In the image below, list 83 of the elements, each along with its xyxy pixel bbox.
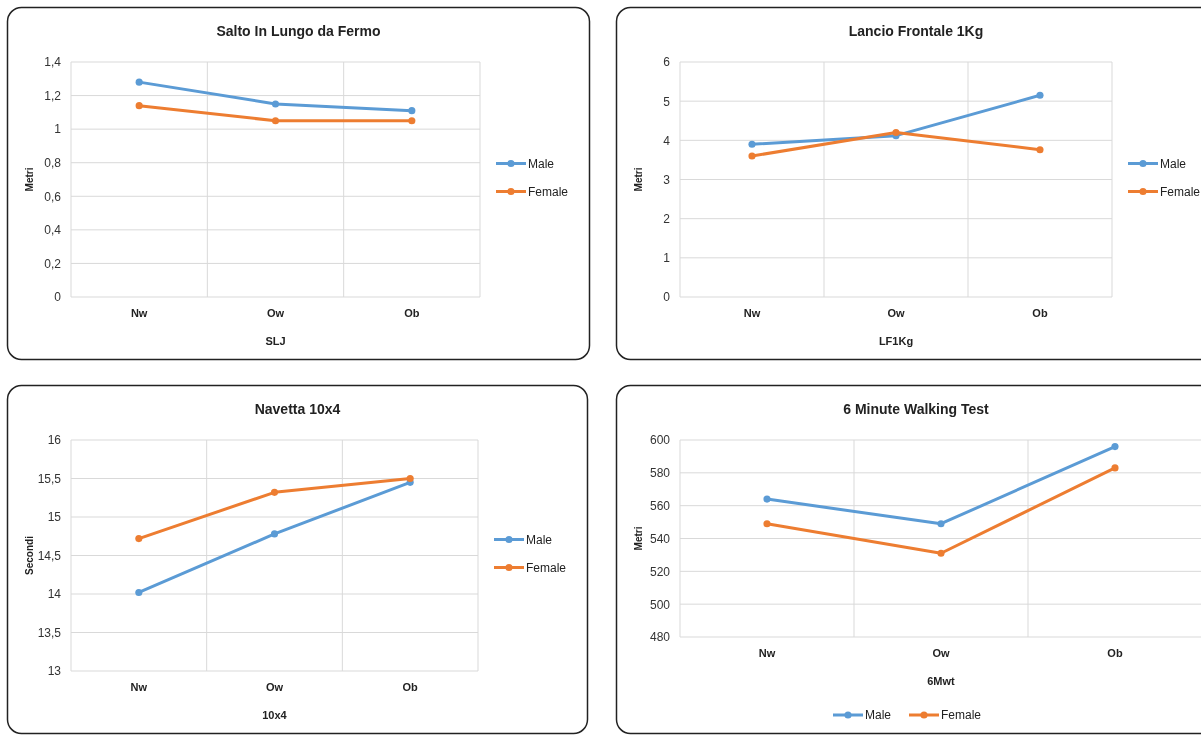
legend-label: Male <box>526 532 553 547</box>
point <box>937 549 945 557</box>
y-tick-label: 15 <box>47 510 62 525</box>
legend-label: Female <box>528 184 569 199</box>
y-tick-label: 580 <box>649 466 671 481</box>
y-tick-label: 0,2 <box>44 256 62 271</box>
x-tick-label: Ob <box>402 680 419 693</box>
point <box>1111 464 1119 472</box>
y-tick-label: 6 <box>663 55 671 70</box>
y-axis-title: Metri <box>24 167 35 192</box>
chart-title: Navetta 10x4 <box>254 401 341 417</box>
y-tick-label: 0 <box>663 290 671 305</box>
point <box>748 152 756 160</box>
point <box>135 78 143 86</box>
y-tick-label: 14 <box>47 587 62 602</box>
point <box>748 140 756 148</box>
point <box>135 535 143 543</box>
point <box>406 474 414 483</box>
y-tick-label: 1 <box>663 251 671 266</box>
y-tick-label: 0 <box>54 290 62 305</box>
point <box>937 520 945 528</box>
legend-label: Female <box>526 560 567 575</box>
legend-label: Female <box>1160 184 1201 199</box>
chart-title: 6 Minute Walking Test <box>843 401 990 417</box>
point <box>408 117 416 125</box>
chart-title: Salto In Lungo da Fermo <box>216 23 381 39</box>
x-tick-label: Ow <box>266 306 285 319</box>
y-tick-label: 14,5 <box>37 548 62 563</box>
x-tick-label: Nw <box>758 646 776 659</box>
y-tick-label: 15,5 <box>37 471 62 486</box>
point <box>270 530 279 538</box>
y-tick-label: 4 <box>663 133 671 148</box>
y-axis-title: Secondi <box>24 535 35 575</box>
point <box>1036 91 1044 99</box>
x-tick-label: Nw <box>743 306 761 319</box>
y-tick-label: 3 <box>663 172 671 187</box>
y-tick-label: 1 <box>54 122 62 137</box>
x-tick-label: Nw <box>130 306 148 319</box>
y-tick-label: 480 <box>649 630 671 645</box>
y-tick-label: 16 <box>47 433 62 448</box>
y-tick-label: 5 <box>663 94 671 109</box>
chart-title: Lancio Frontale 1Kg <box>848 23 984 39</box>
y-tick-label: 600 <box>649 433 671 448</box>
point <box>271 117 280 125</box>
x-axis-title: LF1Kg <box>878 335 914 347</box>
legend-label: Male <box>1160 156 1187 171</box>
x-tick-label: Nw <box>130 680 148 693</box>
point <box>135 102 143 110</box>
point <box>1036 146 1044 154</box>
point <box>270 488 279 496</box>
x-axis-title: 6Mwt <box>927 675 956 687</box>
x-axis-title: SLJ <box>265 335 286 347</box>
y-axis-title: Metri <box>633 526 644 551</box>
y-tick-label: 520 <box>649 564 671 579</box>
x-tick-label: Ob <box>1107 646 1123 659</box>
y-tick-label: 500 <box>649 597 671 612</box>
x-tick-label: Ow <box>887 306 905 319</box>
point <box>892 128 900 137</box>
y-axis-title: Metri <box>633 167 644 192</box>
y-tick-label: 1,2 <box>44 88 62 103</box>
y-tick-label: 540 <box>649 531 671 546</box>
x-tick-label: Ob <box>404 306 420 319</box>
x-tick-label: Ob <box>1032 306 1048 319</box>
y-tick-label: 560 <box>649 499 671 514</box>
y-tick-label: 2 <box>663 212 671 227</box>
point <box>135 588 143 597</box>
x-tick-label: Ow <box>265 680 284 693</box>
y-tick-label: 0,4 <box>44 223 62 238</box>
y-tick-label: 0,8 <box>44 156 62 171</box>
point <box>408 107 416 115</box>
x-axis-title: 10x4 <box>262 709 288 721</box>
point <box>763 520 771 528</box>
legend-label: Female <box>941 708 982 722</box>
legend-label: Male <box>865 708 892 722</box>
point <box>1111 443 1119 451</box>
y-tick-label: 1,4 <box>44 55 62 70</box>
y-tick-label: 13 <box>47 664 62 679</box>
point <box>763 495 771 503</box>
y-tick-label: 13,5 <box>37 625 62 640</box>
point <box>271 100 280 108</box>
legend-label: Male <box>528 156 555 171</box>
x-tick-label: Ow <box>932 646 950 659</box>
y-tick-label: 0,6 <box>44 189 62 204</box>
